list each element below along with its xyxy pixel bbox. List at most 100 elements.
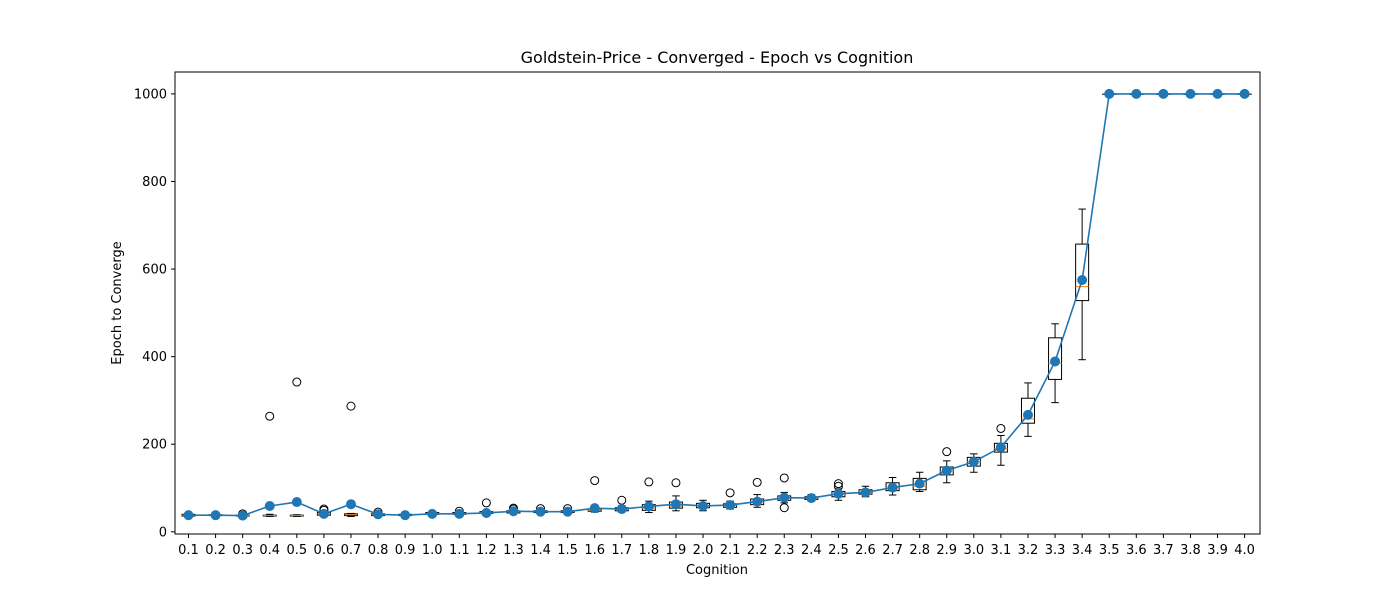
mean-point <box>1104 88 1115 99</box>
mean-point <box>806 493 817 504</box>
mean-point <box>1050 356 1061 367</box>
box-iqr <box>1048 337 1063 380</box>
mean-point <box>400 510 411 521</box>
mean-point <box>833 488 844 499</box>
outlier-point <box>265 411 275 421</box>
x-tick-label: 2.0 <box>693 543 714 558</box>
outlier-point <box>590 476 600 486</box>
box-iqr <box>1075 243 1090 302</box>
x-tick-label: 3.2 <box>1018 543 1039 558</box>
x-tick-label: 3.4 <box>1072 543 1093 558</box>
outlier-point <box>671 478 681 488</box>
x-tick-label: 0.6 <box>314 543 335 558</box>
mean-point <box>454 508 465 519</box>
x-tick-label: 2.6 <box>855 543 876 558</box>
mean-point <box>698 500 709 511</box>
mean-point <box>1158 88 1169 99</box>
plot-frame <box>174 71 1261 535</box>
mean-point <box>291 497 302 508</box>
outlier-point <box>346 401 356 411</box>
mean-point <box>670 499 681 510</box>
mean-point <box>183 510 194 521</box>
x-tick-label: 2.8 <box>909 543 930 558</box>
x-tick-label: 1.0 <box>422 543 443 558</box>
x-tick-label: 0.3 <box>232 543 253 558</box>
mean-point <box>779 492 790 503</box>
x-tick-label: 2.1 <box>720 543 741 558</box>
x-tick-label: 1.5 <box>557 543 578 558</box>
mean-point <box>589 503 600 514</box>
mean-point <box>968 456 979 467</box>
mean-point <box>264 500 275 511</box>
box-iqr <box>1020 397 1035 424</box>
chart-title: Goldstein-Price - Converged - Epoch vs C… <box>521 48 914 67</box>
x-tick-label: 0.5 <box>286 543 307 558</box>
mean-line <box>188 93 1245 517</box>
mean-point <box>616 504 627 515</box>
mean-point <box>373 509 384 520</box>
x-tick-label: 2.5 <box>828 543 849 558</box>
y-axis-label: Epoch to Converge <box>110 241 125 364</box>
x-tick-label: 1.7 <box>611 543 632 558</box>
mean-point <box>345 499 356 510</box>
x-tick-label: 0.4 <box>259 543 280 558</box>
x-tick-label: 1.4 <box>530 543 551 558</box>
mean-point <box>1131 88 1142 99</box>
x-tick-label: 1.8 <box>639 543 660 558</box>
x-tick-label: 0.9 <box>395 543 416 558</box>
mean-point <box>508 506 519 517</box>
x-tick-label: 3.1 <box>991 543 1012 558</box>
mean-point <box>941 465 952 476</box>
box-group-0.7 <box>343 401 358 517</box>
x-tick-label: 3.8 <box>1180 543 1201 558</box>
outlier-point <box>617 495 627 505</box>
outlier-point <box>644 477 654 487</box>
mean-point <box>725 500 736 511</box>
box-group-3.4 <box>1075 208 1090 361</box>
mean-point <box>1212 88 1223 99</box>
mean-point <box>210 510 221 521</box>
x-tick-label: 2.3 <box>774 543 795 558</box>
mean-point <box>887 482 898 493</box>
mean-point <box>1239 88 1250 99</box>
x-tick-label: 2.7 <box>882 543 903 558</box>
mean-point <box>427 508 438 519</box>
x-tick-label: 3.5 <box>1099 543 1120 558</box>
x-tick-label: 2.4 <box>801 543 822 558</box>
x-tick-label: 0.8 <box>368 543 389 558</box>
x-tick-label: 1.2 <box>476 543 497 558</box>
x-tick-label: 1.6 <box>584 543 605 558</box>
mean-point <box>535 506 546 517</box>
mean-point <box>995 442 1006 453</box>
x-tick-label: 1.3 <box>503 543 524 558</box>
y-tick-label: 200 <box>142 438 167 453</box>
outlier-point <box>779 473 789 483</box>
x-tick-label: 3.0 <box>963 543 984 558</box>
mean-point <box>1077 275 1088 286</box>
mean-point <box>914 478 925 489</box>
mean-point <box>860 487 871 498</box>
box-group-2.9 <box>939 447 954 484</box>
x-tick-label: 0.2 <box>205 543 226 558</box>
outlier-point <box>996 423 1006 433</box>
outlier-point <box>942 447 952 457</box>
outlier-point <box>833 479 843 489</box>
box-group-0.4 <box>262 411 277 517</box>
x-tick-label: 1.9 <box>666 543 687 558</box>
x-tick-label: 3.3 <box>1045 543 1066 558</box>
mean-point <box>318 508 329 519</box>
outlier-point <box>752 477 762 487</box>
mean-point <box>481 507 492 518</box>
box-group-3.2 <box>1020 382 1035 437</box>
mean-point <box>643 501 654 512</box>
mean-point <box>237 510 248 521</box>
x-tick-label: 0.7 <box>341 543 362 558</box>
plot-area: 0 200 400 600 800 1000 0.1 0.2 0.3 0.4 0.5 0.6 0.7 0.… <box>134 87 1255 558</box>
x-tick-label: 4.0 <box>1234 543 1255 558</box>
x-axis-label: Cognition <box>686 563 748 578</box>
mean-point <box>1185 88 1196 99</box>
outlier-point <box>481 498 491 508</box>
y-tick-label: 800 <box>142 175 167 190</box>
